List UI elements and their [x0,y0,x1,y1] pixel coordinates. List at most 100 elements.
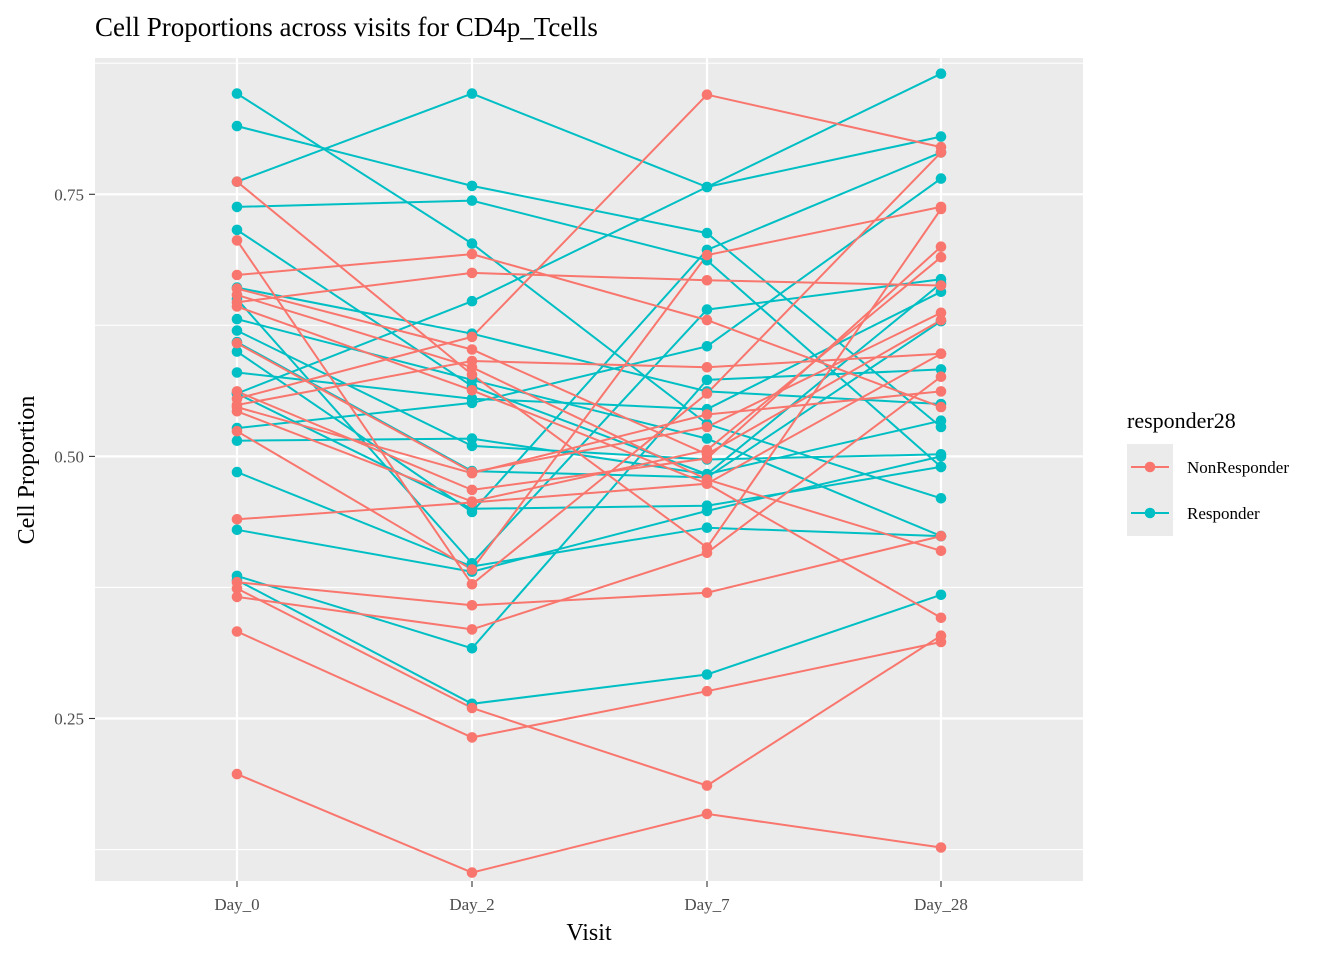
data-point [466,397,478,409]
data-point [935,461,947,473]
data-point [935,415,947,427]
legend-key-point [1144,507,1156,519]
series-line [236,305,942,485]
data-point [231,224,243,236]
data-point [466,88,478,99]
data-point [231,337,243,349]
x-tick-label: Day_2 [449,895,494,914]
series-line [236,352,942,406]
series-line [236,579,942,705]
data-point [466,238,478,249]
series-line [236,177,942,430]
data-point [935,545,947,557]
data-point [231,386,243,397]
series-line [236,471,942,568]
data-point [231,406,243,417]
series-line [236,329,942,461]
data-point [466,344,478,355]
data-point [701,433,713,444]
data-point [466,579,478,590]
data-point [935,241,947,252]
series-line [236,587,942,787]
data-point [935,371,947,383]
data-point [231,235,243,246]
series-line [236,535,942,607]
series-line [236,482,942,619]
data-point [466,369,478,380]
plot-panel [95,58,1083,881]
data-point [935,451,947,462]
data-point [231,289,243,301]
data-point [466,702,478,714]
data-point [935,842,947,853]
data-point [701,89,713,100]
data-point [935,307,947,319]
data-point [466,195,478,206]
data-point [701,587,713,598]
data-point [466,732,478,743]
data-point [231,425,243,437]
data-point [466,331,478,343]
data-point [466,295,478,307]
data-point [701,421,713,433]
series-line [236,205,942,571]
data-point [701,341,713,352]
data-point [231,88,243,99]
data-point [231,591,243,603]
data-point [231,466,243,478]
data-points [231,68,947,878]
series-line [236,271,942,304]
data-point [935,173,947,184]
series-line [236,311,942,474]
x-tick-label: Day_0 [214,895,259,914]
data-point [231,768,243,780]
data-point [935,493,947,504]
data-point [231,176,243,187]
data-point [466,440,478,452]
data-point [466,643,478,654]
data-point [935,314,947,326]
data-point [701,374,713,386]
data-point [466,385,478,396]
data-point [466,248,478,260]
data-point [466,600,478,611]
data-point [935,201,947,213]
series-line [236,92,942,500]
data-point [935,141,947,153]
data-point [231,626,243,637]
data-point [935,589,947,601]
series-line [236,375,942,631]
data-point [935,68,947,79]
data-point [466,484,478,496]
data-point [231,435,243,447]
y-axis: 0.25 0.50 0.75 [54,185,95,728]
data-point [935,131,947,142]
data-point [466,506,478,518]
data-point [231,524,243,536]
legend-label: NonResponder [1187,458,1289,477]
data-point [701,444,713,456]
data-point [231,325,243,336]
chart-title: Cell Proportions across visits for CD4p_… [95,12,598,42]
y-axis-title: Cell Proportion [14,396,40,545]
series-line [236,290,942,411]
data-point [466,564,478,575]
data-point [466,467,478,479]
series-line [236,151,942,586]
data-point [701,409,713,420]
series-line [236,93,942,400]
y-tick-label: 0.50 [54,447,84,466]
data-point [935,636,947,648]
data-point [701,275,713,286]
data-point [701,669,713,680]
x-axis: Day_0 Day_2 Day_7 Day_28 [214,881,968,914]
data-point [701,522,713,533]
data-point [701,388,713,399]
series-line [236,392,942,510]
x-tick-label: Day_28 [914,895,968,914]
data-point [935,386,947,397]
data-point [231,313,243,325]
data-point [935,251,947,263]
data-point [935,280,947,291]
legend: responder28 NonResponder Responder [1127,408,1289,536]
